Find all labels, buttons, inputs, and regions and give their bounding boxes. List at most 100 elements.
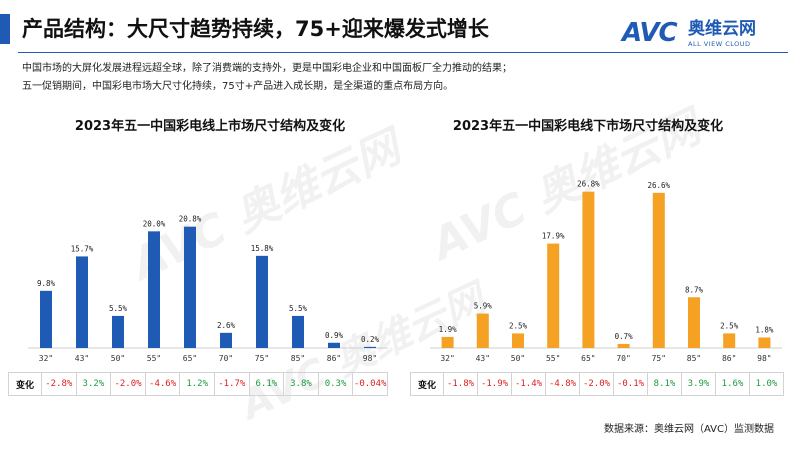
bar-value-label: 2.6% [217,321,236,330]
change-cell: 0.3% [317,372,354,396]
intro-line-1: 中国市场的大屏化发展进程远超全球，除了消费端的支持外，更是中国彩电企业和中国面板… [22,63,512,74]
x-tick-label: 98" [363,354,377,363]
change-row-label: 变化 [410,372,444,396]
x-tick-label: 70" [219,354,233,363]
x-tick-label: 65" [581,354,595,363]
bar [112,315,124,348]
x-tick-label: 98" [757,354,771,363]
change-row: 变化 -1.8% -1.9% -1.4% -4.8% -2.0% -0.1% 8.1% 3.9%… [410,372,784,396]
x-tick-label: 50" [511,354,525,363]
bar-value-label: 20.0% [143,219,166,228]
change-cell: -1.4% [511,372,546,396]
bar-chart-offline: 1.9% 32" 5.9% 43" 2.5% 50" 17.9% 55" 26.8% 65" 0.7… [430,180,782,363]
bar-value-label: 1.8% [755,326,774,335]
change-cell: -1.8% [443,372,478,396]
bar-value-label: 26.8% [577,180,600,189]
chart-title-offline: 2023年五一中国彩电线下市场尺寸结构及变化 [452,119,724,134]
bar [364,346,376,348]
data-source-note: 数据来源：奥维云网（AVC）监测数据 [603,424,774,435]
bar [220,332,232,348]
bar [476,313,489,348]
bar-chart-online: 9.8% 32" 15.7% 43" 5.5% 50" 20.0% 55" 20.8% 65" 2.… [28,215,388,363]
bar [292,315,304,348]
logo-mark: AVC [622,18,678,48]
bar [512,333,524,348]
change-cell: -4.8% [545,372,580,396]
change-cell: -0.04% [352,372,388,396]
bar-value-label: 9.8% [37,279,56,288]
bar-value-label: 0.9% [325,331,344,340]
intro-text: 中国市场的大屏化发展进程远超全球，除了消费端的支持外，更是中国彩电企业和中国面板… [22,60,782,96]
change-cell: -2.0% [579,372,614,396]
x-tick-label: 86" [327,354,341,363]
x-tick-label: 85" [687,354,701,363]
bar [328,342,340,348]
bar [547,243,560,348]
bar-value-label: 20.8% [179,215,202,224]
bar-value-label: 2.5% [720,321,739,330]
x-tick-label: 32" [440,354,454,363]
change-row-label: 变化 [8,372,42,396]
x-tick-label: 43" [476,354,490,363]
bar [688,297,700,348]
change-row: 变化 -2.8% 3.2% -2.0% -4.6% 1.2% -1.7% 6.1% 3.8% 0.… [8,372,388,396]
x-tick-label: 43" [75,354,89,363]
logo-en-text: ALL VIEW CLOUD [688,40,751,48]
change-cell: 6.1% [248,372,285,396]
change-cell: -0.1% [613,372,648,396]
change-table-offline: 变化 -1.8% -1.9% -1.4% -4.8% -2.0% -0.1% 8.1% 3.9%… [410,372,784,396]
change-cell: 3.2% [75,372,112,396]
x-tick-label: 32" [39,354,53,363]
bar [723,333,736,348]
x-tick-label: 50" [111,354,125,363]
bar [652,192,665,348]
page-title: 产品结构：大尺寸趋势持续，75+迎来爆发式增长 [22,17,489,41]
bar [148,231,160,348]
bar [441,336,454,348]
x-tick-label: 55" [546,354,560,363]
bar-value-label: 17.9% [542,232,565,241]
x-tick-label: 55" [147,354,161,363]
bar [76,256,88,348]
x-tick-label: 86" [722,354,736,363]
bar-value-label: 0.2% [361,335,380,344]
change-cell: -1.9% [477,372,512,396]
bar-value-label: 5.5% [289,304,308,313]
bar-value-label: 15.8% [251,244,274,253]
intro-line-2: 五一促销期间，中国彩电市场大尺寸化持续，75寸+产品进入成长期，是全渠道的重点布… [22,81,454,92]
bar-value-label: 8.7% [685,285,704,294]
change-cell: -2.8% [41,372,77,396]
bar [617,343,630,348]
x-tick-label: 70" [616,354,630,363]
x-tick-label: 75" [255,354,269,363]
title-bar: 产品结构：大尺寸趋势持续，75+迎来爆发式增长 AVC 奥维云网 ALL VIE… [0,8,800,52]
change-cell: -1.7% [213,372,250,396]
avc-logo: AVC 奥维云网 ALL VIEW CLOUD [622,18,782,52]
bar-value-label: 1.9% [439,325,458,334]
bar-value-label: 2.5% [509,321,528,330]
change-cell: 3.9% [681,372,716,396]
logo-cn-text: 奥维云网 [688,19,756,39]
change-cell: 1.6% [715,372,750,396]
x-tick-label: 85" [291,354,305,363]
change-cell: -4.6% [144,372,181,396]
change-cell: 3.8% [283,372,319,396]
bar [184,226,196,348]
change-cell: 1.0% [749,372,784,396]
change-cell: 8.1% [647,372,682,396]
chart-title-online: 2023年五一中国彩电线上市场尺寸结构及变化 [74,119,346,134]
change-cell: 1.2% [179,372,215,396]
change-table-online: 变化 -2.8% 3.2% -2.0% -4.6% 1.2% -1.7% 6.1% 3.8% 0.… [8,372,388,396]
bar [758,337,771,348]
bar-value-label: 15.7% [71,244,94,253]
x-tick-label: 65" [183,354,197,363]
bar-value-label: 5.9% [474,302,493,311]
bar-value-label: 26.6% [648,181,671,190]
title-divider [18,52,788,53]
change-cell: -2.0% [110,372,146,396]
bar [256,255,268,348]
title-accent-bar [0,14,10,44]
x-tick-label: 75" [652,354,666,363]
bar-value-label: 0.7% [615,332,634,341]
bar [40,290,52,348]
